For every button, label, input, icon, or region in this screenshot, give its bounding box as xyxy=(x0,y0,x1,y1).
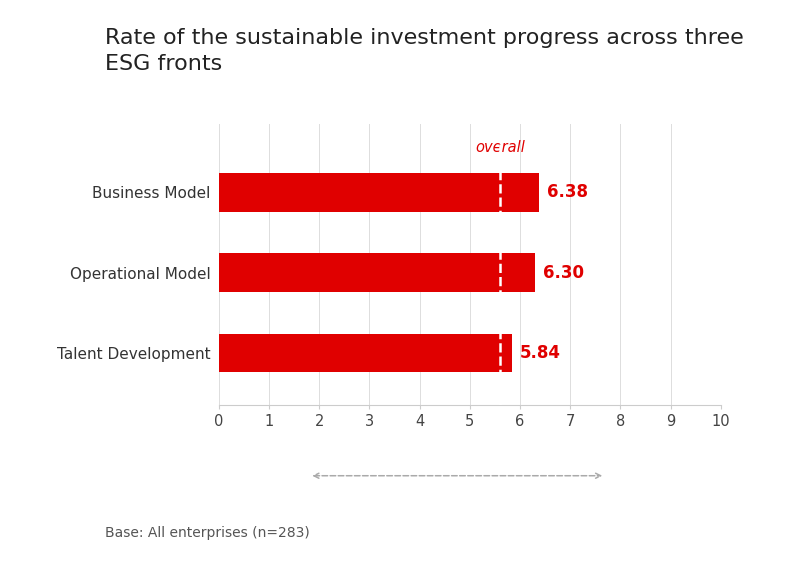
Text: Rate of the sustainable investment progress across three
ESG fronts: Rate of the sustainable investment progr… xyxy=(105,28,744,74)
Text: overall: overall xyxy=(475,140,525,155)
Text: Extremely
Unsatisfied: Extremely Unsatisfied xyxy=(232,462,306,490)
Text: 5.84: 5.84 xyxy=(519,344,561,362)
Bar xyxy=(219,253,535,292)
Bar xyxy=(219,334,512,372)
Bar xyxy=(219,173,539,212)
Text: Base: All enterprises (n=283): Base: All enterprises (n=283) xyxy=(105,526,310,540)
Text: Extremely
Satisfied: Extremely Satisfied xyxy=(612,462,679,490)
Text: 6.30: 6.30 xyxy=(543,263,584,282)
Text: 6.38: 6.38 xyxy=(547,183,587,201)
